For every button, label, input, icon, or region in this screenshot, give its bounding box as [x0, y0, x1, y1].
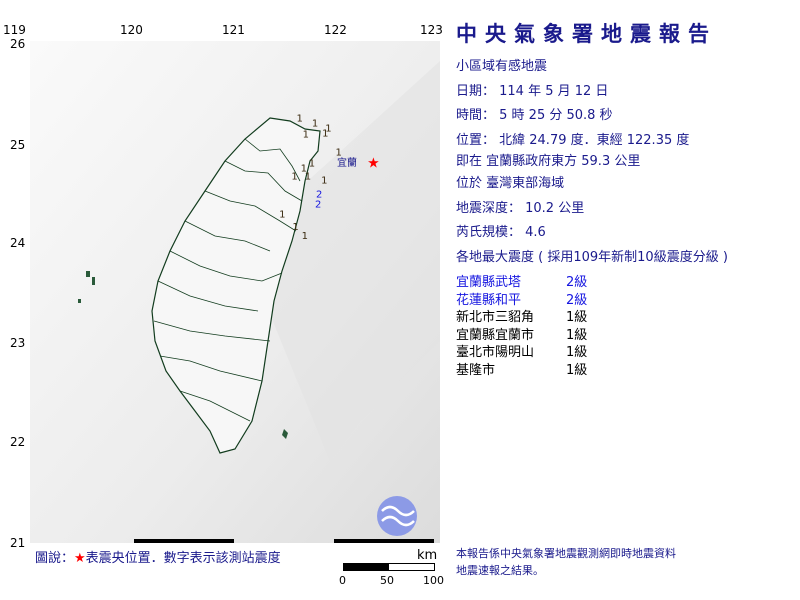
intensity-level: 1級 [566, 327, 588, 343]
station-intensity: 1 [292, 222, 298, 233]
station-intensity: 1 [325, 123, 331, 134]
station-intensity: 1 [303, 129, 309, 140]
scale-label: 100 [423, 574, 444, 587]
report-location: 位置： 北緯 24.79 度．東經 122.35 度 [456, 133, 690, 148]
intensity-place: 花蓮縣和平 [456, 292, 522, 308]
lon-tick: 121 [222, 23, 245, 37]
cwa-logo-icon [377, 496, 417, 536]
report-magnitude: 芮氏規模： 4.6 [456, 225, 546, 240]
report-time: 時間： 5 時 25 分 50.8 秒 [456, 108, 613, 123]
station-intensity: 1 [279, 210, 285, 221]
penghu-islands [78, 271, 95, 303]
scale-label: 50 [380, 574, 394, 587]
ocean-relief [240, 61, 440, 461]
city-label: 宜蘭 [337, 156, 357, 169]
intensity-place: 宜蘭縣武塔 [456, 275, 522, 290]
intensity-header: 各地最大震度 ( 採用109年新制10級震度分級 ) [456, 250, 728, 265]
intensity-row: 基隆市 1級 [456, 359, 587, 378]
scale-unit: km [417, 548, 438, 563]
intensity-level: 1級 [566, 310, 588, 325]
epicenter-star-icon[interactable]: ★ [367, 155, 380, 171]
lat-tick: 25 [10, 138, 26, 152]
legend-prefix: 圖說： [35, 551, 75, 566]
frame-scale-segment [134, 539, 234, 543]
footer-note-2: 地震速報之結果。 [456, 564, 544, 577]
lon-tick: 122 [324, 23, 347, 37]
intensity-place: 新北市三貂角 [456, 310, 535, 325]
report-relative-location: 即在 宜蘭縣政府東方 59.3 公里 [456, 154, 641, 169]
station-intensity: 1 [301, 164, 307, 175]
report-title: 中央氣象署地震報告 [456, 22, 717, 46]
report-depth: 地震深度： 10.2 公里 [456, 201, 585, 216]
scale-bar [343, 563, 435, 571]
station-intensity: 1 [291, 172, 297, 183]
intensity-level: 1級 [566, 345, 588, 360]
report-date: 日期： 114 年 5 月 12 日 [456, 84, 609, 99]
scale-bar-fill [344, 564, 389, 570]
intensity-row: 臺北市陽明山 1級 [456, 341, 587, 360]
station-intensity: 1 [297, 113, 303, 124]
green-island [282, 429, 288, 439]
scale-label: 0 [339, 574, 346, 587]
intensity-place: 臺北市陽明山 [456, 345, 535, 360]
lat-tick: 26 [10, 37, 26, 51]
intensity-row: 宜蘭縣武塔 2級 [456, 271, 587, 290]
earthquake-type: 小區域有感地震 [456, 59, 548, 74]
station-intensity: 1 [302, 231, 308, 242]
lat-tick: 23 [10, 336, 26, 350]
station-intensity: 1 [312, 118, 318, 129]
footer-note-1: 本報告係中央氣象署地震觀測網即時地震資料 [456, 547, 676, 560]
intensity-level: 2級 [566, 292, 588, 308]
report-region: 位於 臺灣東部海域 [456, 176, 565, 191]
lon-tick: 119 [3, 23, 26, 37]
intensity-row: 宜蘭縣宜蘭市 1級 [456, 324, 587, 343]
station-intensity: 1 [335, 147, 341, 158]
frame-scale-segment [334, 539, 434, 543]
lat-tick: 24 [10, 236, 26, 250]
county-boundaries [153, 138, 303, 422]
legend-text: 表震央位置．數字表示該測站震度 [85, 551, 281, 566]
station-intensity: 1 [321, 176, 327, 187]
station-intensity: 2 [316, 190, 322, 201]
intensity-row: 新北市三貂角 1級 [456, 306, 587, 325]
station-intensity: 1 [305, 172, 311, 183]
station-intensity: 2 [315, 200, 321, 211]
intensity-level: 2級 [566, 275, 588, 290]
legend-star-icon: ★ [74, 551, 86, 566]
map-legend: 圖說：★表震央位置．數字表示該測站震度 [35, 547, 281, 566]
station-intensity: 1 [309, 159, 315, 170]
intensity-place: 基隆市 [456, 362, 496, 378]
taiwan-island [151, 117, 321, 454]
lat-tick: 22 [10, 435, 26, 449]
lat-tick: 21 [10, 536, 26, 550]
lon-tick: 123 [420, 23, 443, 37]
intensity-level: 1級 [566, 362, 588, 378]
station-intensity: 1 [322, 128, 328, 139]
lon-tick: 120 [120, 23, 143, 37]
intensity-row: 花蓮縣和平 2級 [456, 289, 587, 308]
intensity-place: 宜蘭縣宜蘭市 [456, 327, 535, 343]
